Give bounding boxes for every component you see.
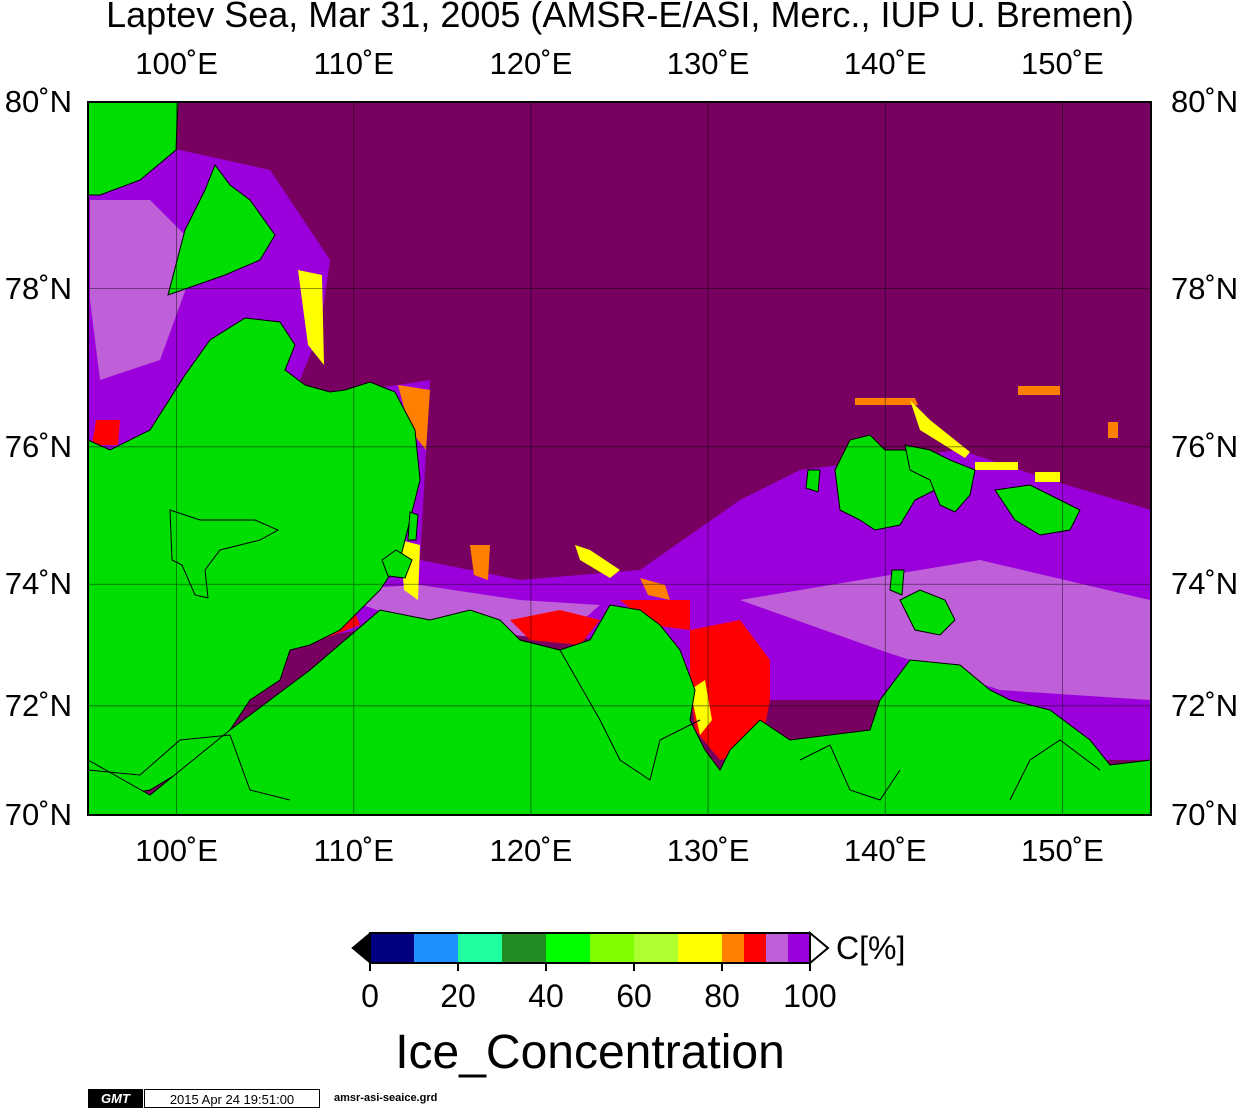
lon-tick-label: 110˚E bbox=[313, 46, 394, 81]
ice-streak-2 bbox=[398, 385, 430, 450]
land-taymyr bbox=[87, 317, 421, 801]
lat-tick-label: 76˚N bbox=[4, 428, 72, 464]
ice-zone-red-3 bbox=[510, 610, 600, 645]
colorbar-cell bbox=[722, 933, 744, 963]
colorbar-tick-label: 40 bbox=[528, 978, 564, 1014]
lat-tick-label: 78˚N bbox=[1171, 270, 1239, 306]
lat-tick-label: 80˚N bbox=[1171, 84, 1239, 119]
land-new-siberia bbox=[994, 484, 1081, 536]
land-lyakhovsky bbox=[899, 589, 956, 636]
colorbar-ticks bbox=[369, 963, 811, 971]
colorbar-cell bbox=[590, 933, 634, 963]
colorbar-cell bbox=[370, 933, 414, 963]
lat-tick-label: 78˚N bbox=[4, 270, 72, 306]
colorbar-cell bbox=[414, 933, 458, 963]
colorbar-tick-label: 20 bbox=[440, 978, 476, 1014]
lat-tick-label: 72˚N bbox=[4, 687, 72, 723]
lon-tick-label: 120˚E bbox=[489, 46, 573, 81]
colorbar-cell bbox=[634, 933, 678, 963]
ice-streak-1 bbox=[298, 270, 324, 365]
variable-title: Ice_Concentration bbox=[395, 1026, 785, 1079]
colorbar-cell bbox=[678, 933, 722, 963]
colorbar-tick-label: 0 bbox=[361, 978, 379, 1014]
lon-tick-label: 100˚E bbox=[135, 46, 218, 81]
colorbar-cell bbox=[458, 933, 502, 963]
lon-tick-label: 130˚E bbox=[666, 46, 750, 81]
lat-tick-label: 70˚N bbox=[1171, 797, 1239, 832]
lat-tick-label: 72˚N bbox=[1171, 687, 1239, 723]
land-small-island-3 bbox=[407, 511, 419, 541]
land-borders bbox=[87, 639, 1101, 801]
lon-tick-label: 100˚E bbox=[135, 833, 218, 868]
colorbar-cell bbox=[502, 933, 546, 963]
colorbar-under-triangle bbox=[351, 931, 371, 965]
colorbar-cell bbox=[788, 933, 810, 963]
lat-tick-label: 76˚N bbox=[1171, 428, 1239, 464]
map-title: Laptev Sea, Mar 31, 2005 (AMSR-E/ASI, Me… bbox=[106, 0, 1134, 35]
ice-zone-mixed bbox=[90, 200, 200, 380]
colorbar-over-triangle bbox=[809, 930, 830, 966]
colorbar-frame bbox=[369, 932, 811, 964]
colorbar-cell bbox=[766, 933, 788, 963]
ice-zone-yellow bbox=[690, 680, 712, 735]
colorbar-tick-label: 60 bbox=[616, 978, 652, 1014]
ice-streak-3 bbox=[855, 398, 918, 405]
land-faddeyevsky bbox=[904, 444, 976, 513]
colorbar-tick-label: 80 bbox=[704, 978, 740, 1014]
lat-tick-label: 70˚N bbox=[4, 797, 72, 832]
colorbar-unit: C[%] bbox=[836, 930, 906, 966]
lon-tick-label: 130˚E bbox=[666, 833, 750, 868]
land-small-island-4 bbox=[381, 549, 413, 579]
ice-streak-9 bbox=[575, 545, 620, 578]
ice-zone-red bbox=[690, 620, 770, 760]
colorbar bbox=[351, 930, 830, 971]
ice-streak-5 bbox=[975, 462, 1018, 470]
ice-streak-8 bbox=[470, 545, 490, 580]
lon-tick-label: 150˚E bbox=[1021, 46, 1104, 81]
land-taymyr-inner bbox=[169, 509, 280, 599]
ice-streak-11 bbox=[1035, 472, 1060, 482]
ice-streak-6 bbox=[1018, 386, 1060, 395]
lon-tick-label: 120˚E bbox=[489, 833, 573, 868]
colorbar-tick-label: 100 bbox=[783, 978, 837, 1014]
land-small-island-1 bbox=[889, 569, 905, 596]
lat-tick-label: 80˚N bbox=[4, 84, 72, 119]
land-small-island-2 bbox=[805, 469, 821, 493]
colorbar-cells bbox=[370, 933, 810, 963]
gmt-filename: amsr-asi-seaice.grd bbox=[334, 1092, 438, 1104]
lon-tick-label: 140˚E bbox=[843, 46, 927, 81]
lon-tick-label: 110˚E bbox=[313, 833, 394, 868]
gmt-logo: GMT bbox=[88, 1089, 143, 1108]
ice-streak-7 bbox=[400, 540, 420, 600]
ice-streak-12 bbox=[1108, 422, 1118, 438]
ice-zone-red-4 bbox=[620, 600, 690, 630]
gmt-timestamp: 2015 Apr 24 19:51:00 bbox=[144, 1089, 320, 1108]
lat-tick-label: 74˚N bbox=[1171, 566, 1239, 602]
colorbar-cell bbox=[546, 933, 590, 963]
ice-zone-red-6 bbox=[92, 420, 120, 445]
lon-tick-label: 150˚E bbox=[1021, 833, 1104, 868]
land-bolshevik-island bbox=[167, 163, 276, 296]
lon-tick-label: 140˚E bbox=[843, 833, 927, 868]
lat-tick-label: 74˚N bbox=[4, 566, 72, 602]
colorbar-cell bbox=[744, 933, 766, 963]
ice-streak-4 bbox=[910, 400, 970, 458]
ice-streak-10 bbox=[640, 578, 670, 600]
map-frame bbox=[87, 101, 1152, 816]
